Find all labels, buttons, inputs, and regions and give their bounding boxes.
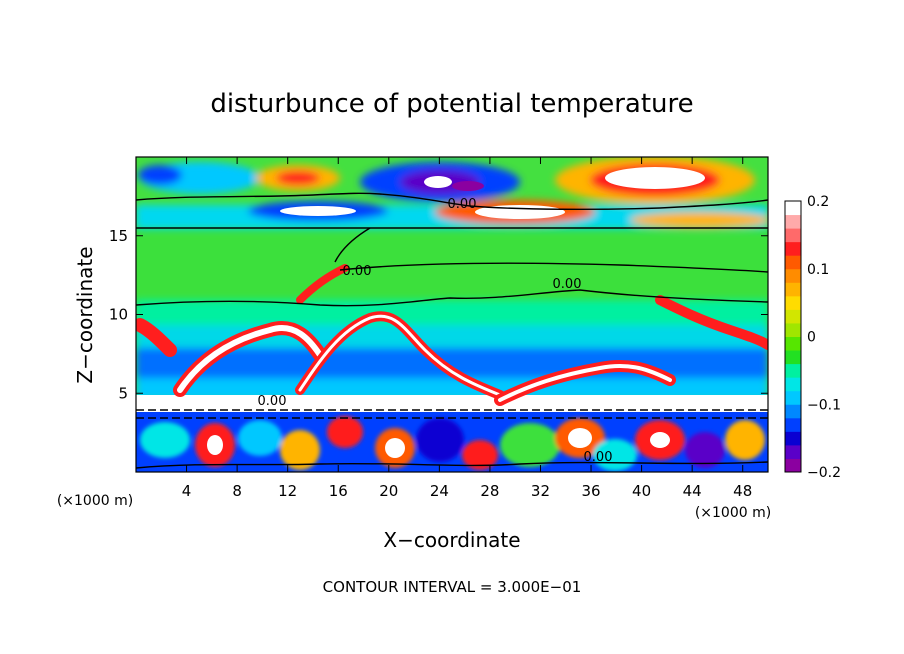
contour-label: 0.00 [584, 450, 613, 465]
colorbar-frame [784, 200, 802, 473]
colorbar-tick-label: 0.1 [807, 262, 829, 278]
x-tick-label: 40 [632, 482, 651, 500]
contour-label: 0.00 [343, 264, 372, 279]
colorbar-swatch [785, 458, 801, 473]
colorbar-swatch [785, 214, 801, 229]
x-axis: 4 8 12 16 20 24 28 32 36 40 44 48 [182, 157, 752, 500]
x-tick-label: 36 [581, 482, 600, 500]
x-tick-label: 44 [683, 482, 702, 500]
colorbar-swatch [785, 201, 801, 216]
colorbar-swatch [785, 363, 801, 378]
x-tick-label: 16 [329, 482, 348, 500]
colorbar: 0.2 0.1 0 −0.1 −0.2 [784, 194, 841, 481]
y-tick-label: 5 [118, 384, 128, 402]
x-axis-label: X−coordinate [383, 528, 520, 552]
y-tick-label: 15 [109, 227, 128, 245]
x-tick-label: 12 [278, 482, 297, 500]
colorbar-swatch [785, 377, 801, 392]
colorbar-swatch [785, 268, 801, 283]
colorbar-tick-label: 0.2 [807, 194, 829, 210]
y-axis-label: Z−coordinate [73, 246, 97, 383]
colorbar-swatch [785, 404, 801, 419]
x-tick-label: 28 [480, 482, 499, 500]
colorbar-swatch [785, 241, 801, 256]
y-axis: 5 10 15 [109, 227, 768, 402]
x-tick-label: 32 [531, 482, 550, 500]
colorbar-tick-label: −0.2 [807, 465, 841, 481]
colorbar-swatch [785, 322, 801, 337]
colorbar-swatch [785, 282, 801, 297]
colorbar-tick-label: −0.1 [807, 397, 841, 413]
colorbar-swatch [785, 417, 801, 432]
x-tick-label: 24 [430, 482, 449, 500]
colorbar-swatch [785, 336, 801, 351]
contour-label: 0.00 [553, 277, 582, 292]
contour-label: 0.00 [448, 197, 477, 212]
colorbar-tick-label: 0 [807, 330, 816, 346]
y-tick-label: 10 [109, 306, 128, 324]
x-tick-label: 48 [733, 482, 752, 500]
plot-field [136, 157, 768, 472]
x-unit-left: (×1000 m) [57, 493, 133, 509]
x-unit-right: (×1000 m) [695, 505, 771, 521]
x-tick-label: 8 [232, 482, 242, 500]
x-tick-label: 20 [379, 482, 398, 500]
colorbar-swatch [785, 350, 801, 365]
colorbar-swatch [785, 295, 801, 310]
colorbar-swatch [785, 255, 801, 270]
colorbar-swatch [785, 309, 801, 324]
colorbar-swatch [785, 444, 801, 459]
contour-lines [136, 192, 768, 469]
x-tick-label: 4 [182, 482, 192, 500]
contour-labels: 0.00 0.00 0.00 0.00 0.00 [258, 197, 613, 465]
contour-interval-note: CONTOUR INTERVAL = 3.000E−01 [323, 578, 582, 596]
colorbar-swatch [785, 431, 801, 446]
contour-label: 0.00 [258, 394, 287, 409]
colorbar-swatch [785, 390, 801, 405]
colorbar-swatch [785, 228, 801, 243]
chart-title: disturbunce of potential temperature [210, 89, 693, 119]
